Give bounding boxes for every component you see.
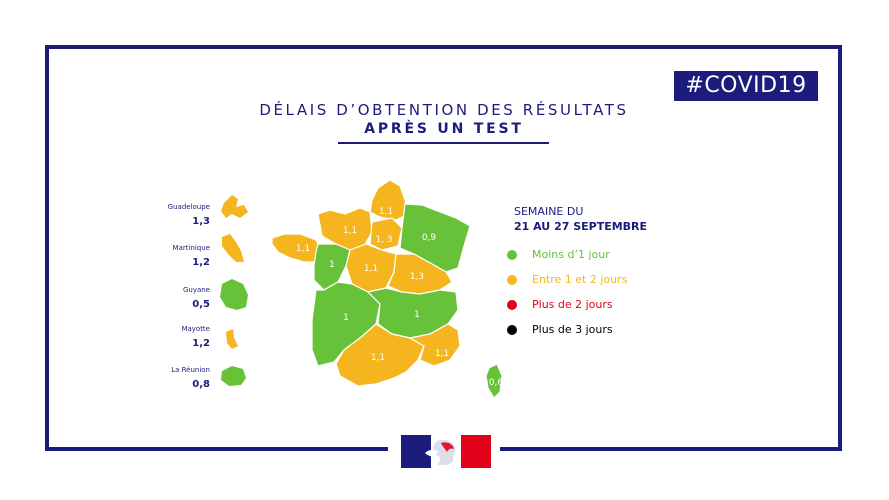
region-auvergne-rhone-alpes (366, 287, 459, 339)
region-value-label: 1, 3 (375, 235, 392, 245)
island-la-reunion (221, 366, 246, 386)
overseas-name: Mayotte (181, 325, 210, 333)
overseas-guyane: Guyane 0,5 (140, 286, 210, 312)
region-value-label: 1 (343, 313, 349, 323)
region-occitanie (335, 323, 425, 387)
legend-dot (507, 250, 517, 260)
region-ile-de-france (369, 217, 403, 251)
overseas-name: Guyane (182, 286, 210, 294)
island-mayotte (226, 329, 238, 349)
legend-dot (507, 275, 517, 285)
title-underline (338, 142, 549, 144)
legend-week-line-1: SEMAINE DU (514, 205, 584, 218)
region-grand-est (399, 203, 471, 273)
region-value-label: 1,1 (371, 353, 385, 363)
overseas-value: 1,2 (192, 338, 210, 349)
overseas-value: 0,5 (192, 299, 210, 310)
region-value-label: 0,6 (489, 378, 504, 388)
region-hauts-de-france (369, 179, 409, 221)
overseas-value: 1,2 (192, 257, 210, 268)
title-line-1: DÉLAIS D’OBTENTION DES RÉSULTATS (259, 101, 629, 119)
overseas-name: La Réunion (171, 366, 210, 374)
region-value-label: 1,3 (410, 272, 424, 282)
overseas-guadeloupe: Guadeloupe 1,3 (140, 203, 210, 229)
island-guyane (220, 279, 248, 310)
overseas-name: Martinique (172, 244, 210, 252)
legend-label: Plus de 3 jours (532, 323, 613, 336)
region-value-label: 1,1 (435, 349, 449, 359)
legend-dot (507, 300, 517, 310)
region-value-label: 1 (329, 260, 335, 270)
island-martinique (222, 234, 244, 262)
region-value-label: 1,1 (379, 207, 393, 217)
title-line-2: APRÈS UN TEST (364, 121, 524, 137)
legend-week-line-2: 21 AU 27 SEPTEMBRE (514, 220, 648, 233)
marianne-logo (401, 435, 491, 468)
overseas-value: 1,3 (192, 216, 210, 227)
island-guadeloupe (221, 195, 248, 218)
overseas-name: Guadeloupe (167, 203, 210, 211)
legend-label: Moins d’1 jour (532, 248, 610, 261)
region-value-label: 0,9 (422, 233, 437, 243)
region-value-label: 1,1 (364, 264, 378, 274)
legend-week: SEMAINE DU 21 AU 27 SEPTEMBRE (514, 204, 647, 234)
region-value-label: 1,1 (343, 226, 357, 236)
legend-label: Entre 1 et 2 jours (532, 273, 628, 286)
hashtag-badge: #COVID19 (674, 71, 818, 101)
overseas-martinique: Martinique 1,2 (140, 244, 210, 270)
region-corse (485, 363, 503, 399)
overseas-la-reunion: La Réunion 0,8 (140, 366, 210, 392)
region-provence-alpes-cote-dazur (408, 323, 461, 367)
region-value-label: 1 (414, 310, 420, 320)
region-value-label: 1,1 (296, 244, 310, 254)
overseas-value: 0,8 (192, 379, 210, 390)
legend-label: Plus de 2 jours (532, 298, 613, 311)
overseas-mayotte: Mayotte 1,2 (140, 325, 210, 351)
legend-dot (507, 325, 517, 335)
